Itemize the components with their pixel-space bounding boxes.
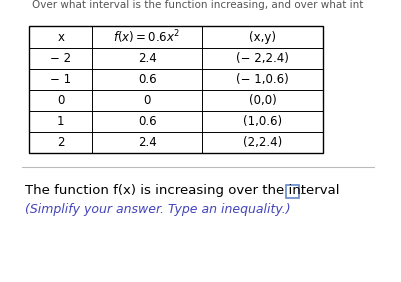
Text: (2,2.4): (2,2.4) (243, 136, 282, 149)
Text: Over what interval is the function​ increasing, and over what int: Over what interval is the function​ incr… (32, 0, 363, 10)
Text: x: x (57, 30, 64, 43)
Text: − 2: − 2 (50, 52, 71, 65)
Text: $f(x) = 0.6x^2$: $f(x) = 0.6x^2$ (113, 28, 181, 46)
Text: 2: 2 (57, 136, 65, 149)
Text: 2.4: 2.4 (138, 52, 156, 65)
Text: 1: 1 (57, 115, 65, 128)
Bar (286, 185, 299, 199)
Text: 2.4: 2.4 (138, 136, 156, 149)
Text: (− 2,2.4): (− 2,2.4) (236, 52, 289, 65)
Text: (1,0.6): (1,0.6) (243, 115, 282, 128)
Text: (Simplify your answer. Type an inequality.): (Simplify your answer. Type an inequalit… (25, 203, 291, 216)
Text: − 1: − 1 (50, 73, 71, 86)
Text: .: . (300, 184, 304, 197)
Text: The function f(x) is increasing over the interval: The function f(x) is increasing over the… (25, 184, 340, 197)
Text: 0.6: 0.6 (138, 115, 156, 128)
Text: 0.6: 0.6 (138, 73, 156, 86)
Text: (0,0): (0,0) (249, 94, 276, 107)
Text: 0: 0 (144, 94, 151, 107)
Text: 0: 0 (57, 94, 65, 107)
Text: (x,y): (x,y) (249, 30, 276, 43)
Text: (− 1,0.6): (− 1,0.6) (236, 73, 289, 86)
